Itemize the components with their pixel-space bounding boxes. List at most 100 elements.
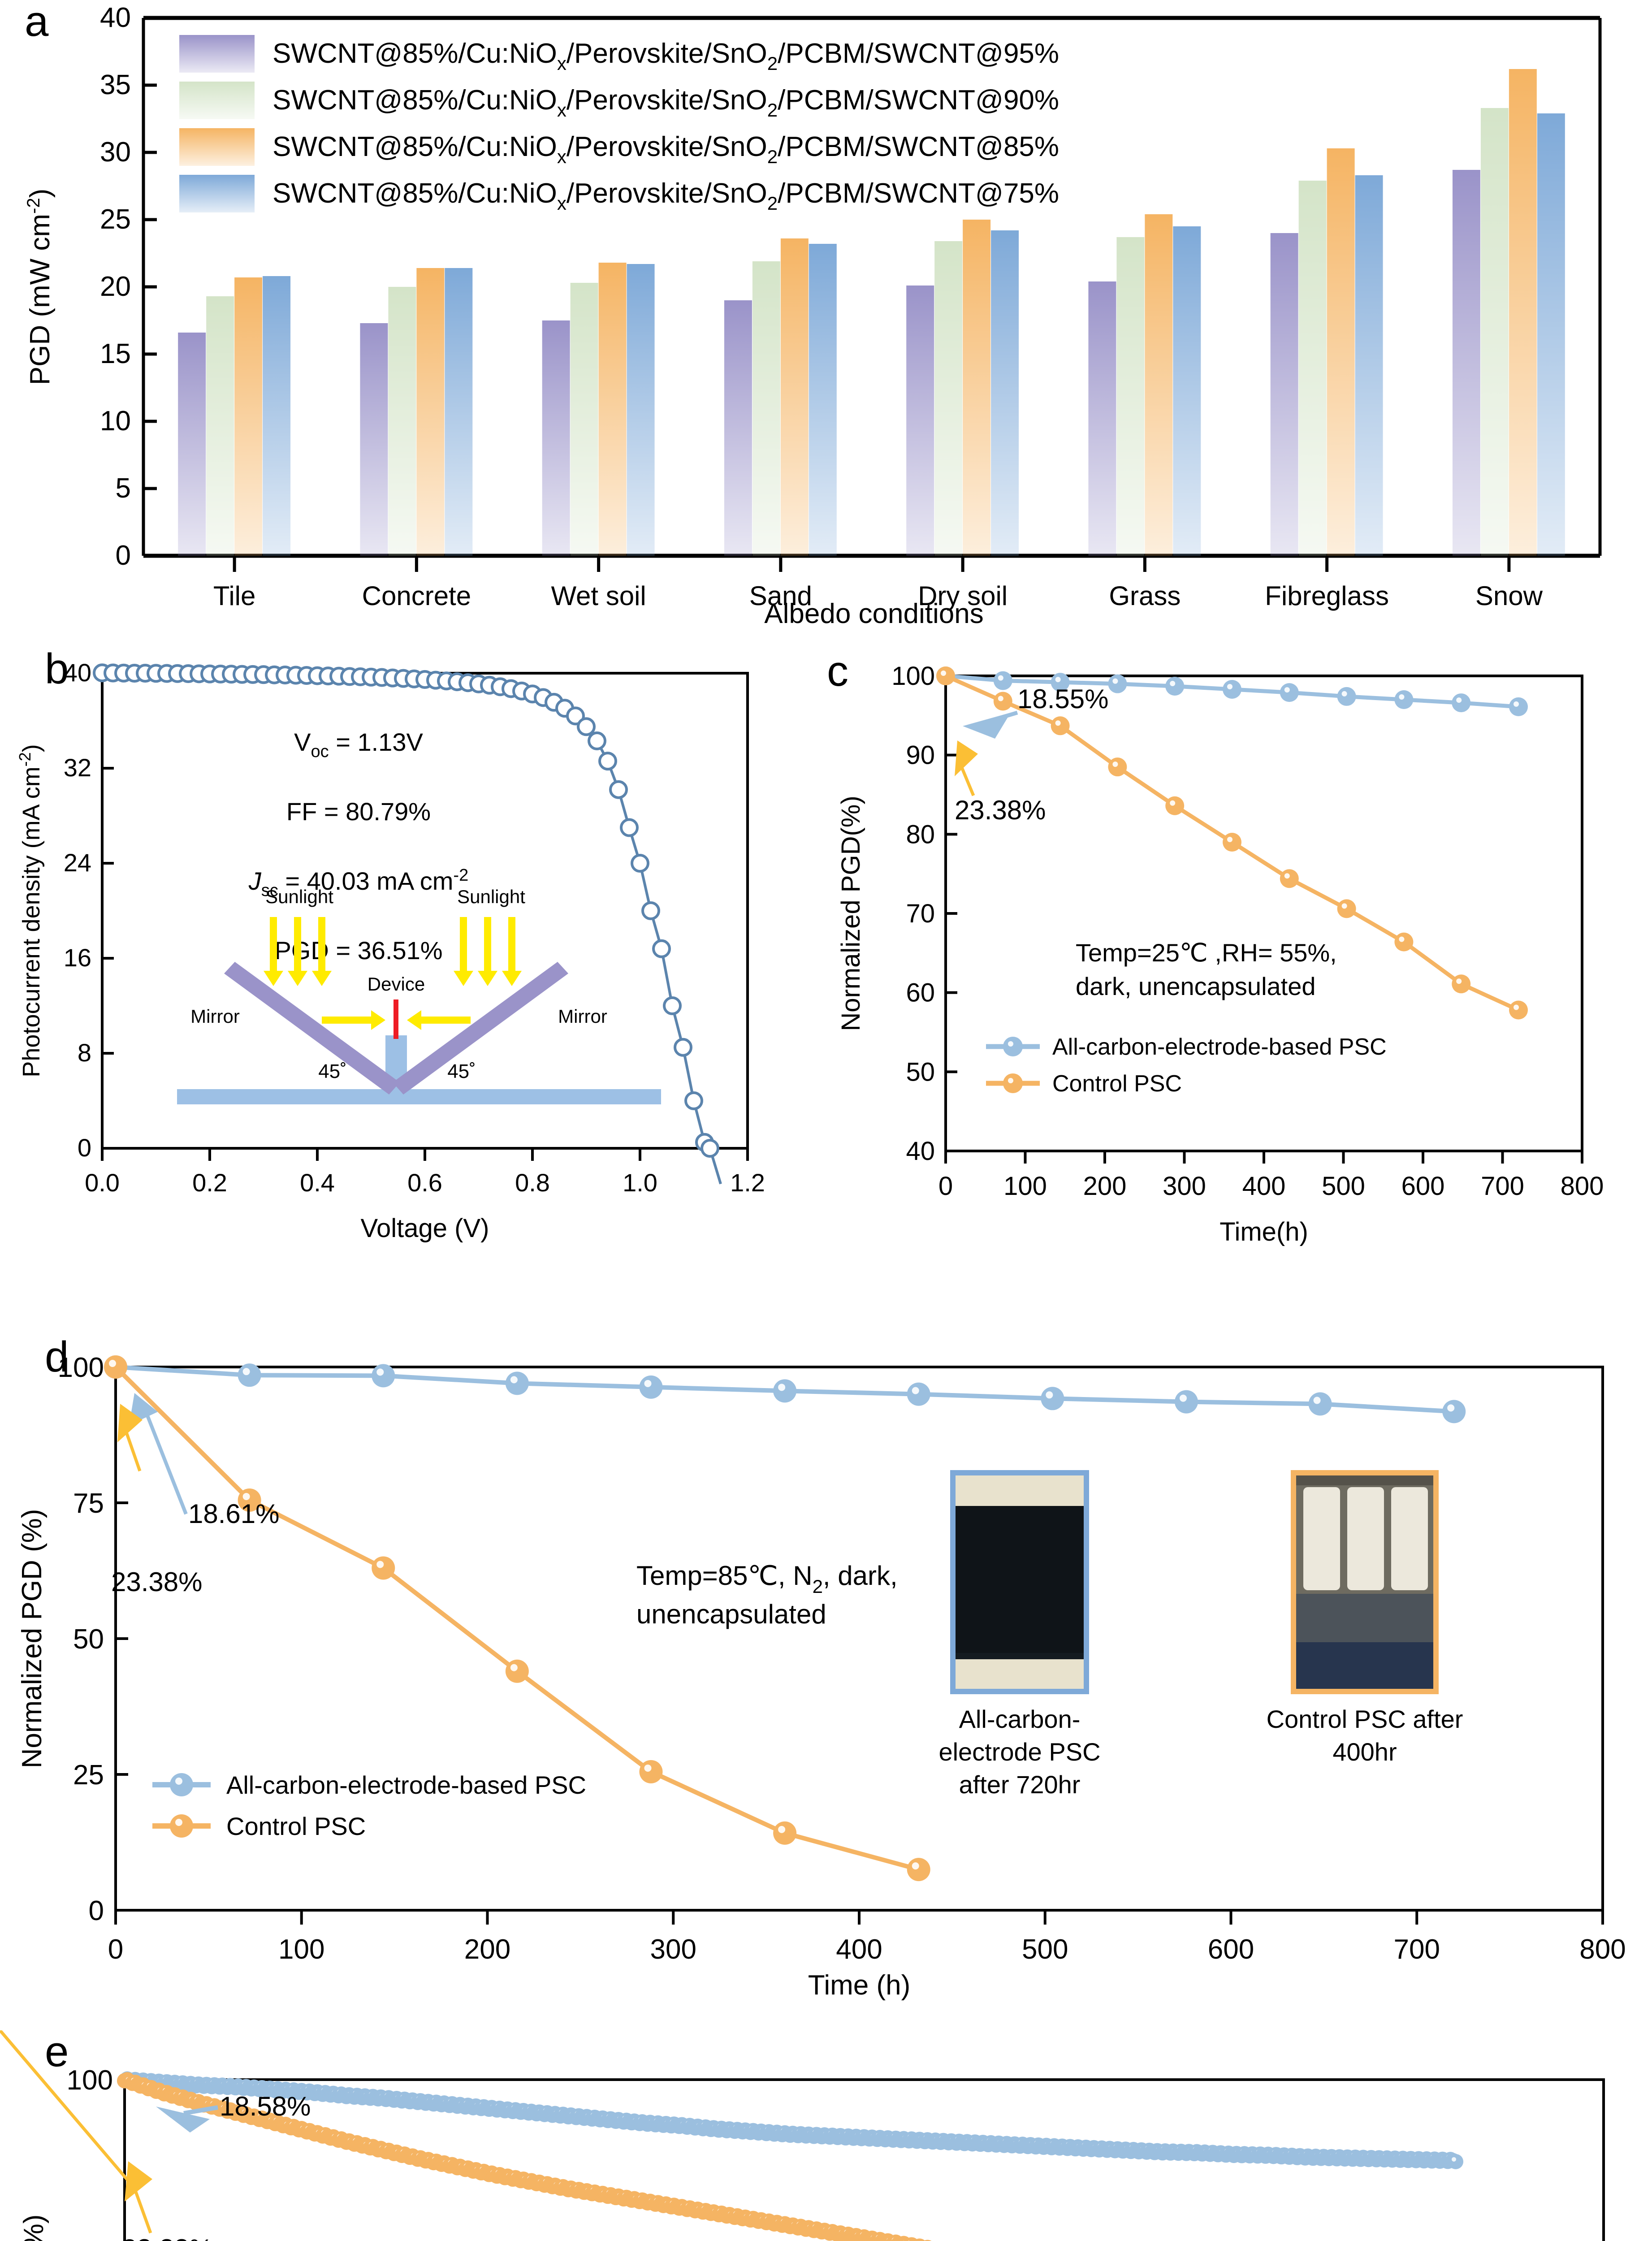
panel-d-data-point [1442,1400,1466,1423]
panel-c-chart: 40 50 60 70 80 90 100 0 100 200 300 400 500 600 700 80… [836,662,1604,1246]
panel-d-ytick: 75 [73,1488,104,1519]
panel-a-xtick-label: Wet soil [551,581,646,611]
panel-b-voc: Voc = 1.13V [294,728,423,761]
panel-a-bar [360,323,388,556]
panel-d-data-point [505,1659,529,1683]
panel-b-data-point [701,1139,719,1158]
panel-b-data-point [652,939,671,958]
panel-b-ytick: 16 [64,943,91,972]
panel-c-ytick: 100 [891,662,935,691]
panel-c-legend-marker [1003,1073,1023,1093]
panel-a-legend-swatch [179,35,255,73]
panel-a-ytick: 10 [100,406,131,437]
panel-a-bar [542,320,570,556]
panel-d-data-point [238,1363,261,1387]
panel-b-ytick: 32 [64,753,91,782]
panel-d-data-point [907,1382,930,1406]
panel-d-data-point [1174,1390,1198,1414]
panel-a-bar [1145,214,1173,556]
panel-d-xtick: 300 [650,1934,696,1965]
panel-b-ytick: 40 [64,658,91,687]
panel-a-ytick: 5 [116,473,131,504]
panel-a-xtick-label: Grass [1109,581,1181,611]
panel-e-blue-annotation: 18.58% [220,2091,311,2121]
panel-a-ytick: 20 [100,271,131,302]
panel-a-bar [1452,170,1480,556]
panel-a-bar [780,238,809,556]
panel-c-data-point [1394,932,1414,952]
panel-b-xlabel: Voltage (V) [361,1214,489,1243]
panel-d-ytick: 0 [89,1895,104,1926]
panel-c-legend-marker [1003,1037,1023,1056]
panel-b-xtick: 0.8 [515,1168,550,1197]
panel-d-ytick: 25 [73,1760,104,1791]
panel-b-xtick: 0.6 [407,1168,442,1197]
panel-a-xtick-label: Snow [1475,581,1543,611]
panel-e-ytick: 100 [67,2065,113,2096]
panel-c-data-point [1337,899,1356,918]
panel-d-data-point [907,1858,930,1882]
panel-d-inset-photo-allcarbon: All-carbon- electrode PSC after 720hr [938,1470,1101,1799]
panel-d-xtick: 700 [1394,1934,1440,1965]
panel-d-orange-annotation: 23.38% [111,1567,203,1597]
panel-c-data-point [1337,687,1356,706]
panel-a-ytick: 30 [100,137,131,168]
panel-b-data-point [577,717,596,736]
panel-d-legend-marker [170,1814,193,1838]
panel-a-ytick: 35 [100,69,131,100]
panel-c-xtick: 400 [1242,1172,1286,1201]
panel-d-ytick: 100 [58,1352,104,1383]
panel-d-data-point [1308,1392,1332,1416]
panel-a-bar [906,286,934,556]
panel-c-ylabel: Normalized PGD(%) [836,796,865,1031]
panel-a-bar [963,220,991,556]
panel-d-xtick: 600 [1208,1934,1254,1965]
panel-b-mirror-right: Mirror [558,1006,607,1027]
panel-d-conditions-2: unencapsulated [636,1599,826,1629]
panel-d-xtick: 200 [464,1934,510,1965]
panel-a-bar [388,287,416,556]
panel-c-xtick: 100 [1003,1172,1047,1201]
panel-d-ytick: 50 [73,1624,104,1655]
panel-a-bar [1173,226,1201,556]
panel-d-data-point [505,1371,529,1395]
panel-d-xtick: 100 [278,1934,324,1965]
panel-c-data-point [1223,833,1241,852]
panel-a-bar [445,268,473,556]
panel-b-data-point [641,901,660,920]
panel-c-xtick: 700 [1481,1172,1524,1201]
panel-b-data-point [598,752,617,771]
panel-b-data-point [684,1091,703,1110]
panel-a-bar [991,230,1019,556]
panel-a-bar [570,283,598,556]
panel-c-data-point [1280,869,1299,888]
panel-b-data-point [663,996,682,1015]
panel-a-bar [263,276,291,556]
panel-a-bar [627,264,655,556]
panel-c-data-point [1394,690,1414,709]
panel-b-angle-left: 45˚ [318,1060,347,1082]
panel-d-xlabel: Time (h) [808,1970,910,2001]
panel-d: d 0 25 50 75 100 0 100 200 300 400 500 600 700 800 N… [0,1277,1652,2030]
panel-c-data-point [1051,673,1070,692]
panel-c-data-point [1108,757,1127,777]
panel-d-blue-annotation: 18.61% [188,1499,280,1529]
panel-b-data-point [566,706,585,726]
panel-a-ytick: 25 [100,204,131,235]
panel-d-inset2-caption-1: Control PSC after [1267,1705,1463,1733]
panel-d-xtick: 500 [1022,1934,1068,1965]
panel-a-ytick: 40 [100,2,131,33]
panel-a-bar [1355,175,1383,556]
panel-b-mirror-left: Mirror [190,1006,240,1027]
panel-c-data-point [1223,680,1241,699]
panel-a-bar [1088,281,1116,556]
panel-c-data-point [1165,676,1185,696]
panel-d-label: d [45,1333,69,1381]
panel-a-legend-swatch [179,128,255,166]
panel-a-xlabel: Albedo conditions [764,598,983,629]
panel-a-xtick-label: Sand [749,581,812,611]
panel-a-bar [1537,113,1565,556]
panel-e-data-point [1448,2154,1463,2169]
panel-c-ytick: 90 [906,741,935,770]
panel-c-xtick: 200 [1083,1172,1127,1201]
